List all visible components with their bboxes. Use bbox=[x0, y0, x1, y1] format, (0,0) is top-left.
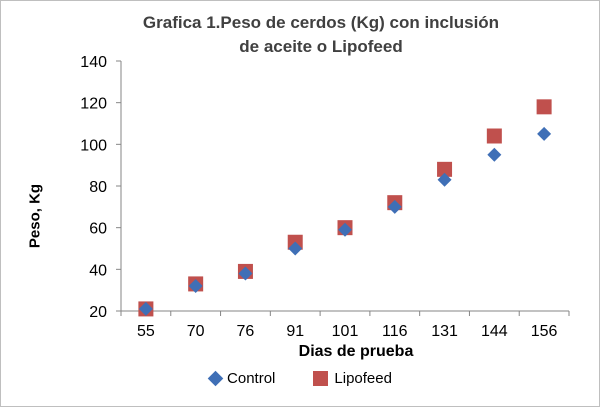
legend-item-lipofeed: Lipofeed bbox=[313, 370, 392, 387]
y-tick-label: 100 bbox=[80, 137, 107, 154]
x-tick-label: 55 bbox=[137, 323, 155, 340]
x-tick-label: 144 bbox=[481, 323, 508, 340]
control-point bbox=[288, 241, 303, 256]
legend-label-control: Control bbox=[227, 370, 276, 387]
control-point bbox=[188, 279, 203, 293]
y-tick-label: 80 bbox=[89, 179, 107, 196]
legend-item-control: Control bbox=[207, 370, 276, 387]
y-tick-label: 40 bbox=[89, 262, 107, 279]
control-point bbox=[138, 301, 153, 316]
x-tick-label: 91 bbox=[286, 323, 304, 340]
control-point bbox=[487, 147, 502, 162]
control-point bbox=[437, 172, 452, 187]
legend: Control Lipofeed bbox=[1, 370, 600, 387]
x-axis-label: Dias de prueba bbox=[298, 343, 414, 360]
y-tick-label: 20 bbox=[89, 304, 107, 321]
control-point bbox=[387, 199, 402, 214]
x-tick-label: 131 bbox=[431, 323, 458, 340]
legend-label-lipofeed: Lipofeed bbox=[334, 370, 392, 387]
chart-title-line2: de aceite o Lipofeed bbox=[239, 37, 403, 56]
x-tick-label: 156 bbox=[531, 323, 558, 340]
chart-title-line1: Grafica 1.Peso de cerdos (Kg) con inclus… bbox=[142, 13, 500, 32]
y-tick-label: 120 bbox=[80, 96, 107, 113]
x-tick-label: 70 bbox=[187, 323, 205, 340]
legend-square-marker bbox=[313, 371, 329, 386]
lipofeed-point bbox=[486, 128, 502, 144]
control-point bbox=[238, 266, 253, 281]
lipofeed-point bbox=[536, 99, 552, 115]
control-point bbox=[537, 126, 552, 141]
lipofeed-point bbox=[437, 161, 453, 177]
x-tick-label: 76 bbox=[237, 323, 255, 340]
control-point bbox=[338, 222, 352, 237]
y-tick-label: 60 bbox=[89, 221, 107, 238]
y-tick-label: 140 bbox=[80, 54, 107, 71]
x-tick-label: 101 bbox=[332, 323, 359, 340]
x-tick-label: 116 bbox=[382, 323, 408, 340]
legend-diamond-marker bbox=[207, 370, 224, 387]
